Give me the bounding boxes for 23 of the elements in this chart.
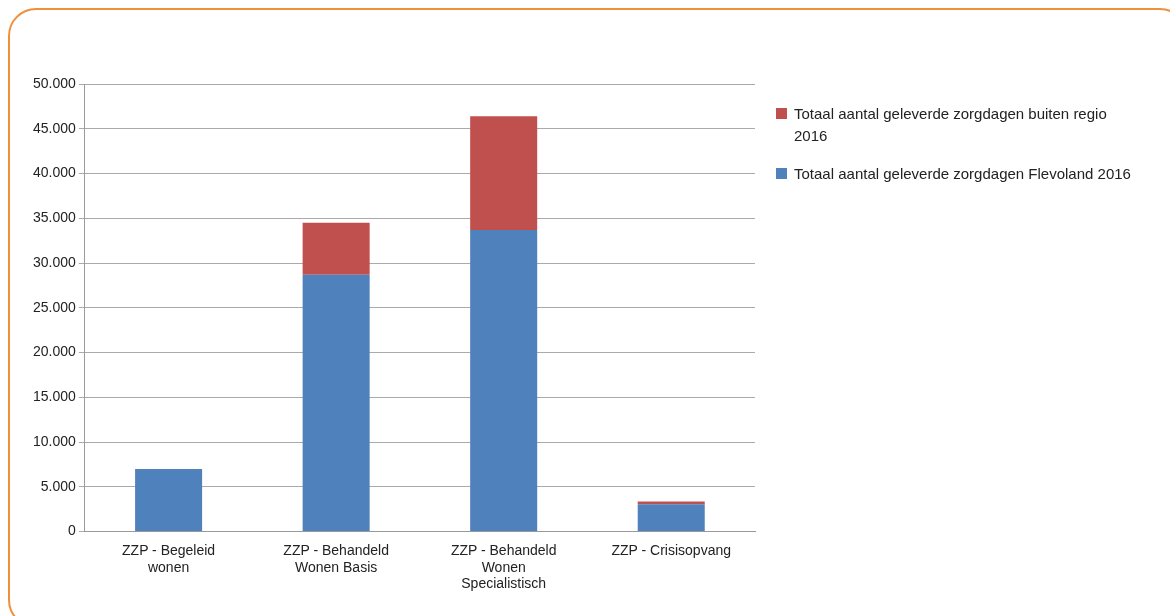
y-tick-label: 15.000 — [32, 388, 77, 405]
y-tick-label: 5.000 — [40, 477, 77, 494]
x-tick-label: ZZP - Crisisopvang — [611, 541, 732, 558]
x-tick-label: ZZP - Behandeld Wonen Specialistisch — [450, 541, 557, 592]
bar — [302, 222, 370, 275]
x-tick-label: ZZP - Begeleid wonen — [122, 541, 216, 575]
y-tick-label: 20.000 — [32, 343, 77, 360]
y-tick-label: 30.000 — [32, 253, 77, 270]
bar — [470, 116, 538, 230]
y-tick-label: 45.000 — [32, 119, 77, 136]
bar — [302, 274, 370, 532]
y-tick-label: 10.000 — [32, 432, 77, 449]
y-tick-label: 50.000 — [32, 74, 77, 91]
y-tick-label: 40.000 — [32, 164, 77, 181]
y-tick-label: 0 — [68, 522, 77, 539]
x-tick-label: ZZP - Behandeld Wonen Basis — [283, 541, 389, 575]
legend-label: Totaal aantal geleverde zorgdagen Flevoland 2016 — [794, 164, 1131, 184]
y-tick-label: 25.000 — [32, 298, 77, 315]
bar — [135, 468, 203, 532]
y-tick-label: 35.000 — [32, 209, 77, 226]
legend-label: Totaal aantal geleverde zorgdagen buiten regio 2016 — [794, 104, 1108, 146]
bar — [470, 229, 538, 532]
bar — [637, 504, 705, 532]
